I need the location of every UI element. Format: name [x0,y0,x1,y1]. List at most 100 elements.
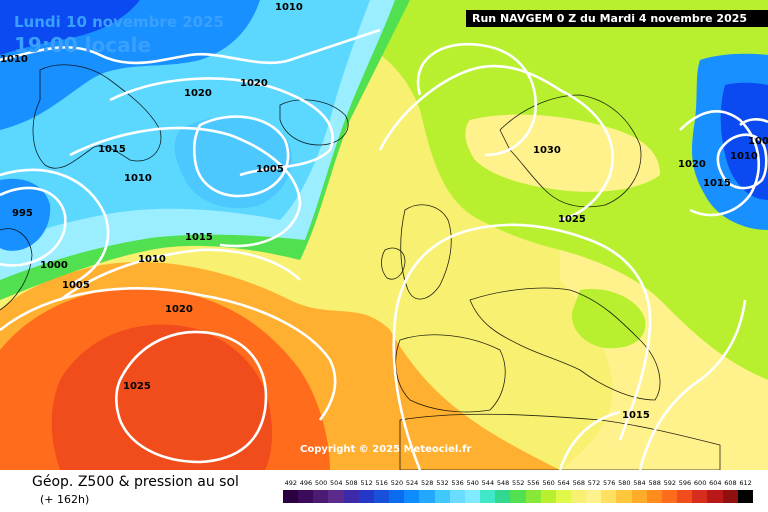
legend-swatch [313,490,329,503]
legend-tick-label: 520 [390,479,404,487]
pressure-labels: 1010 1010 1020 1020 1015 1010 1005 995 1… [0,2,768,421]
isobar-1010-north [0,28,381,65]
forecast-time: 19:00 locale [14,33,151,57]
isobar-1030-north [416,42,538,157]
legend-tick-label: 560 [542,479,555,487]
legend-swatch [434,490,450,503]
legend-tick-label: 504 [330,479,343,487]
legend-swatch [555,490,571,503]
pressure-label: 1030 [533,145,561,156]
isobar-1020-north [109,77,334,177]
pressure-label: 1020 [678,159,706,170]
isobar-1020-europe [392,223,652,470]
isobar-1010-center [69,126,302,248]
pressure-label: 1005 [62,280,90,291]
legend-tick-label: 600 [693,479,707,487]
legend-forecast-hour: (+ 162h) [40,493,90,506]
isobar-1000-west [0,168,110,287]
legend-tick-label: 604 [709,479,722,487]
coast-europe-south [469,287,661,401]
field-low-east-core [720,82,768,200]
pressure-label: 1010 [275,2,303,13]
pressure-label: 1005 [256,164,284,175]
pressure-label: 1015 [622,410,650,421]
field-deep-blue-nw [0,0,140,55]
isobar-1015-mid [59,248,301,302]
pressure-label: 1000 [40,260,68,271]
coast-canada [0,228,33,311]
pressure-label: 1020 [184,88,212,99]
legend-swatch [707,490,723,503]
legend-tick-labels: 492 496 500 504 508 512 516 520 524 528 532 536 540 5… [283,479,753,489]
legend-tick-label: 496 [299,479,313,487]
legend-swatch [616,490,632,503]
legend-swatch [722,490,738,503]
legend-swatch [646,490,662,503]
legend-tick-label: 536 [451,479,464,487]
legend-swatch [570,490,587,503]
isobar-1010-ne [716,133,768,190]
field-low-west [0,178,51,251]
legend-tick-label: 556 [527,479,540,487]
pressure-label: 1020 [240,78,268,89]
copyright-notice: Copyright © 2025 Meteociel.fr [300,444,472,455]
isobar-1025-north [378,64,614,222]
isobar-1015-ne [679,110,761,217]
legend-swatch [631,490,647,503]
coast-scandinavia [499,94,642,208]
forecast-date: Lundi 10 novembre 2025 [14,13,224,31]
legend-tick-label: 528 [421,479,434,487]
isobar-1015-east [638,299,747,470]
legend-tick-label: 500 [314,479,328,487]
legend-tick-label: 552 [511,479,525,487]
isobar-1005-ne [739,118,768,127]
legend-tick-label: 524 [405,479,419,487]
legend-swatch [419,490,435,503]
legend-swatch [677,490,693,503]
legend-tick-label: 608 [724,479,737,487]
legend-tick-label: 592 [663,479,677,487]
legend-tick-label: 540 [466,479,479,487]
legend-swatch [480,490,496,503]
pressure-label: 1005 [748,136,768,147]
legend-swatch [328,490,344,503]
legend-swatch [283,490,299,503]
coast-britain [400,204,452,300]
legend-swatch [692,490,708,503]
legend-title: Géop. Z500 & pression au sol [32,474,239,490]
pressure-label: 1025 [123,381,151,392]
legend-swatch [510,490,526,503]
pressure-label: 1010 [0,54,28,65]
coast-iceland [279,99,349,146]
legend-tick-label: 588 [648,479,661,487]
legend-tick-label: 612 [739,479,752,487]
legend-tick-label: 572 [587,479,601,487]
isobar-1025-high [114,330,268,464]
legend-tick-label: 564 [557,479,570,487]
legend-swatch [601,490,617,503]
isobar-1015-south [558,410,621,470]
legend-tick-label: 516 [375,479,388,487]
legend-swatch [586,490,602,503]
legend-swatch [298,490,314,503]
legend-swatch [389,490,405,503]
legend-tick-label: 548 [496,479,510,487]
model-run-label: Run NAVGEM 0 Z du Mardi 4 novembre 2025 [466,10,768,27]
legend-swatch [373,490,390,503]
legend-colorbar [283,490,753,503]
isobar-1020-south [0,287,337,421]
legend-tick-label: 568 [572,479,586,487]
legend-tick-label: 512 [360,479,373,487]
coast-iberia [395,334,506,413]
pressure-label: 1015 [185,232,213,243]
weather-map: 1010 1010 1020 1020 1015 1010 1005 995 1… [0,0,768,470]
coast-ireland [381,247,406,280]
legend-swatch [661,490,678,503]
legend-swatch [464,490,481,503]
legend-tick-label: 596 [678,479,692,487]
legend-tick-label: 508 [345,479,358,487]
pressure-label: 1015 [98,144,126,155]
field-low-center [174,117,292,209]
field-red [51,324,273,470]
